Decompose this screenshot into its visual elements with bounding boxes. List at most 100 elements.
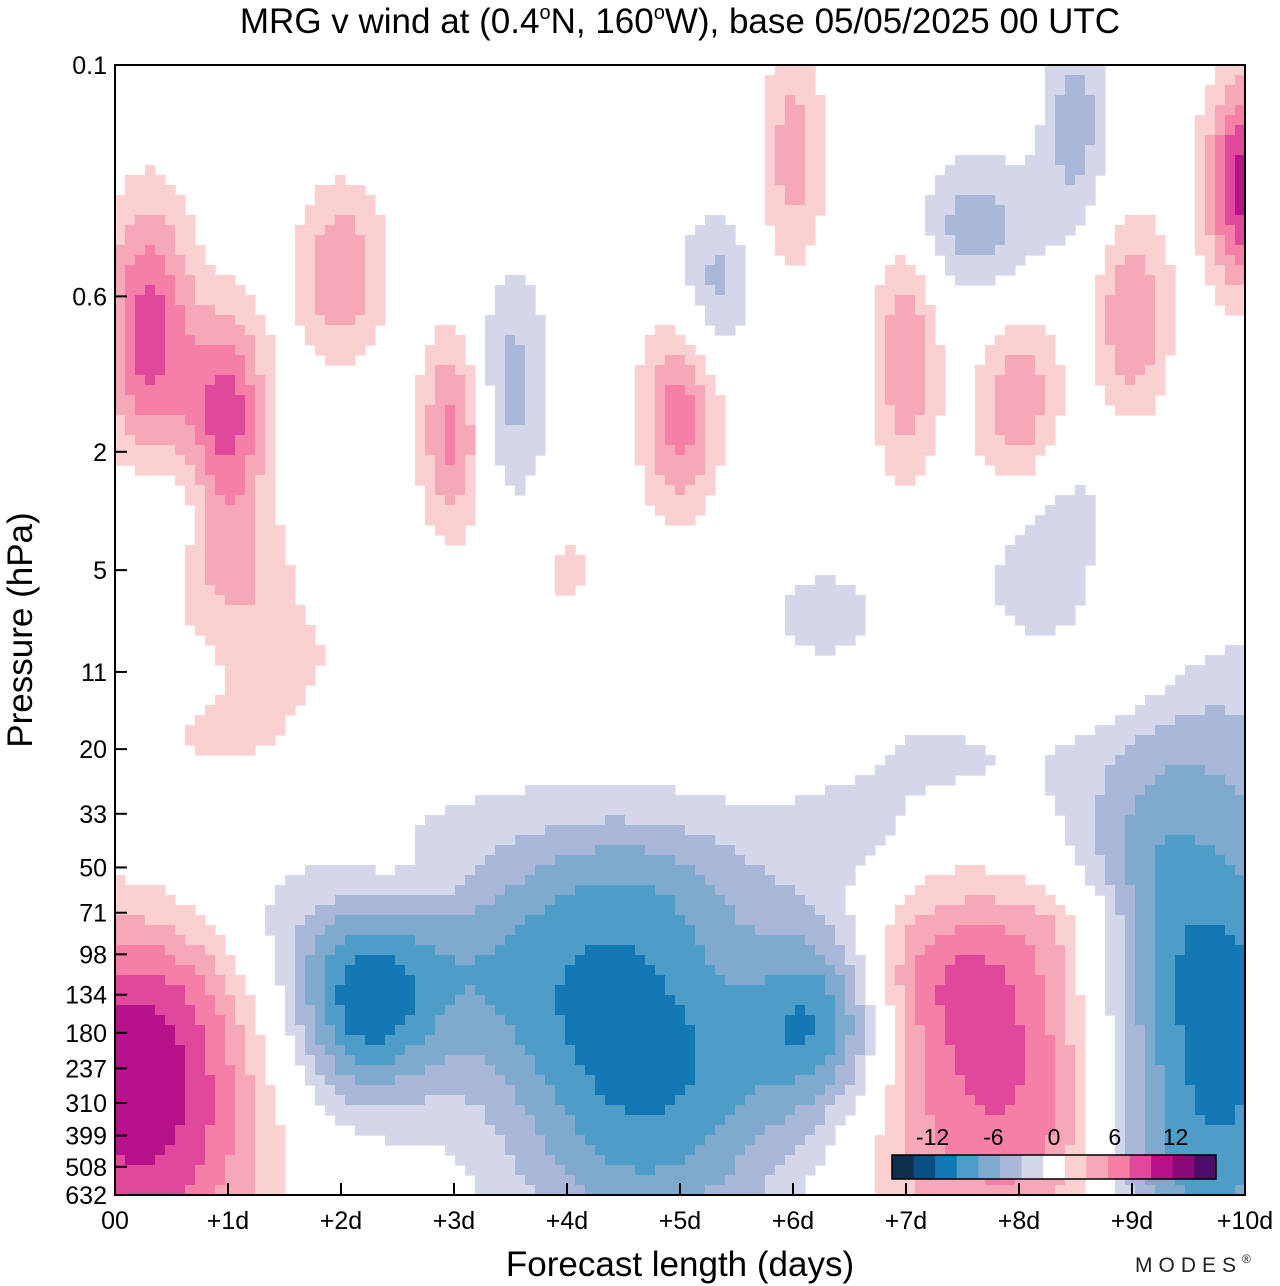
heatmap-cell (1085, 865, 1106, 876)
heatmap-cell (885, 455, 926, 466)
heatmap-cell (1115, 1015, 1126, 1026)
heatmap-cell (295, 285, 316, 296)
heatmap-cell (635, 385, 656, 396)
heatmap-cell (1105, 925, 1126, 936)
heatmap-cell (1145, 255, 1166, 266)
heatmap-cell (875, 435, 936, 446)
heatmap-cell (1145, 1045, 1156, 1056)
heatmap-cell (1135, 945, 1156, 956)
heatmap-cell (395, 1055, 446, 1066)
heatmap-cell (1195, 1105, 1236, 1116)
heatmap-cell (195, 295, 256, 306)
heatmap-cell (325, 995, 336, 1006)
heatmap-cell (475, 985, 556, 996)
heatmap-cell (795, 1075, 836, 1086)
heatmap-cell (1115, 1185, 1136, 1195)
heatmap-cell (1215, 225, 1236, 236)
heatmap-cell (1065, 1005, 1086, 1016)
heatmap-cell (1125, 1035, 1146, 1046)
heatmap-cell (1135, 965, 1156, 976)
heatmap-cell (1065, 75, 1086, 86)
heatmap-cell (705, 305, 746, 316)
heatmap-cell (335, 1115, 486, 1126)
heatmap-cell (895, 295, 916, 306)
heatmap-cell (1005, 225, 1076, 236)
heatmap-cell (885, 275, 926, 286)
heatmap-cell (1015, 535, 1096, 546)
heatmap-cell (605, 815, 626, 826)
heatmap-cell (1215, 245, 1226, 256)
heatmap-cell (135, 315, 166, 326)
heatmap-cell (1125, 835, 1166, 846)
heatmap-cell (995, 895, 1056, 906)
heatmap-cell (885, 995, 906, 1006)
heatmap-cell (555, 985, 666, 996)
brand-logo: MODES® (1135, 1252, 1257, 1277)
heatmap-cell (1075, 1105, 1086, 1116)
heatmap-cell (1145, 1145, 1166, 1156)
heatmap-cell (1235, 255, 1245, 266)
heatmap-cell (925, 365, 946, 376)
heatmap-cell (795, 95, 826, 106)
heatmap-cell (675, 905, 736, 916)
heatmap-cell (115, 1185, 186, 1195)
heatmap-cell (495, 1005, 556, 1016)
heatmap-cell (1105, 895, 1116, 906)
heatmap-cell (195, 435, 216, 446)
heatmap-cell (745, 1095, 816, 1106)
heatmap-cell (1035, 125, 1056, 136)
heatmap-cell (845, 955, 866, 966)
heatmap-cell (205, 445, 216, 456)
heatmap-cell (295, 245, 316, 256)
heatmap-cell (925, 1055, 956, 1066)
heatmap-cell (465, 985, 476, 996)
heatmap-cell (1125, 1105, 1146, 1116)
heatmap-cell (845, 1055, 856, 1066)
heatmap-cell (485, 335, 506, 346)
heatmap-cell (1215, 285, 1245, 296)
heatmap-cell (1095, 885, 1116, 896)
heatmap-cell (1215, 135, 1226, 146)
heatmap-cell (255, 555, 286, 566)
heatmap-cell (925, 875, 1026, 886)
heatmap-cell (165, 365, 246, 376)
heatmap-cell (1225, 215, 1245, 226)
heatmap-cell (645, 355, 666, 366)
heatmap-cell (1155, 775, 1226, 786)
heatmap-cell (955, 865, 986, 876)
heatmap-cell (755, 1085, 826, 1096)
heatmap-cell (925, 335, 936, 346)
heatmap-cell (1045, 95, 1056, 106)
heatmap-cell (535, 1125, 576, 1136)
heatmap-cell (185, 1055, 206, 1066)
heatmap-cell (855, 775, 956, 786)
heatmap-cell (245, 405, 256, 416)
heatmap-cell (1115, 1095, 1126, 1106)
heatmap-cell (185, 935, 226, 946)
heatmap-cell (565, 1025, 696, 1036)
heatmap-cell (505, 1015, 566, 1026)
heatmap-cell (365, 245, 386, 256)
heatmap-cell (1105, 995, 1126, 1006)
heatmap-cell (275, 935, 296, 946)
heatmap-cell (415, 395, 436, 406)
heatmap-cell (695, 1075, 796, 1086)
heatmap-cell (185, 255, 206, 266)
heatmap-cell (1075, 485, 1086, 496)
heatmap-cell (125, 415, 186, 426)
heatmap-cell (775, 245, 806, 256)
heatmap-cell (1105, 865, 1126, 876)
heatmap-cell (205, 545, 256, 556)
heatmap-cell (1095, 275, 1116, 286)
heatmap-cell (1225, 275, 1245, 286)
heatmap-cell (1005, 965, 1036, 976)
heatmap-cell (665, 395, 696, 406)
heatmap-cell (1205, 225, 1216, 236)
heatmap-cell (775, 165, 806, 176)
heatmap-cell (855, 995, 866, 1006)
heatmap-cell (1195, 1085, 1245, 1096)
heatmap-cell (605, 1155, 686, 1166)
heatmap-cell (845, 945, 856, 956)
heatmap-cell (435, 385, 466, 396)
heatmap-cell (1125, 1095, 1146, 1106)
